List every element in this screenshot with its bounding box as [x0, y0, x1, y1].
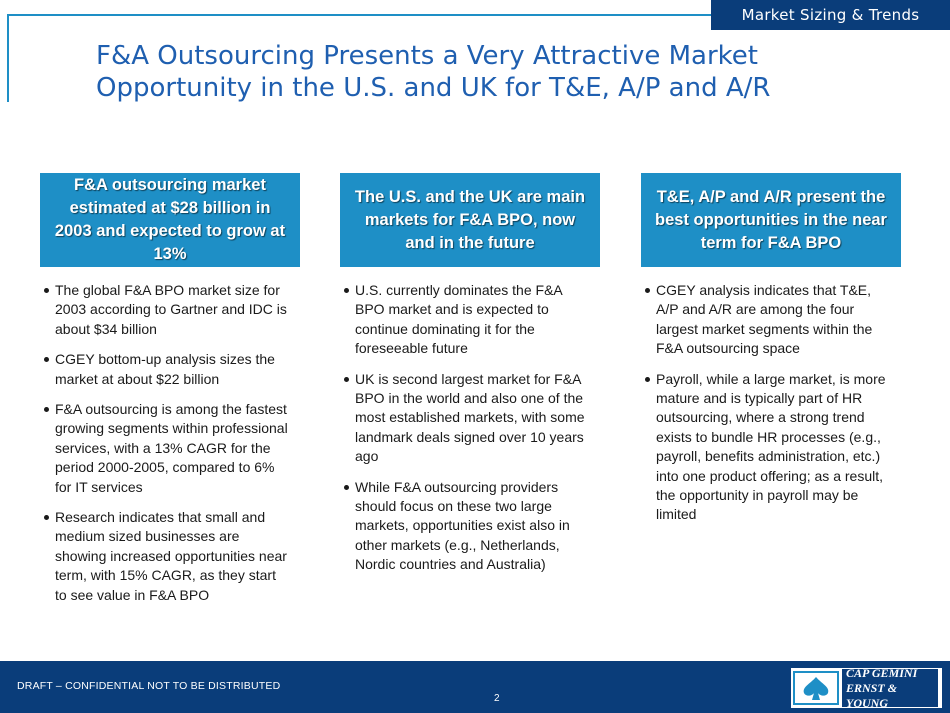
logo-line-2: ERNST & YOUNG: [846, 680, 898, 710]
bullet-list: The global F&A BPO market size for 2003 …: [40, 281, 300, 605]
bullet-dot-icon: [645, 288, 650, 293]
company-logo: CAP GEMINI ERNST & YOUNG: [791, 665, 942, 710]
bullet-text: F&A outsourcing is among the fastest gro…: [55, 401, 288, 495]
column-us-uk-markets: The U.S. and the UK are main markets for…: [340, 173, 600, 586]
logo-line-1: CAP GEMINI: [846, 665, 918, 680]
bullet-text: Payroll, while a large market, is more m…: [656, 370, 886, 523]
bullet-list: CGEY analysis indicates that T&E, A/P an…: [641, 281, 901, 525]
bullet-dot-icon: [44, 407, 49, 413]
bullet-dot-icon: [344, 376, 349, 382]
bullet-item: While F&A outsourcing providers should f…: [340, 478, 590, 575]
bullet-item: Research indicates that small and medium…: [40, 508, 290, 605]
bullet-text: While F&A outsourcing providers should f…: [355, 478, 570, 573]
bullet-dot-icon: [44, 357, 49, 363]
bullet-text: CGEY analysis indicates that T&E, A/P an…: [656, 282, 873, 357]
logo-wordmark: CAP GEMINI ERNST & YOUNG: [842, 665, 938, 710]
bullet-item: CGEY bottom-up analysis sizes the market…: [40, 350, 290, 389]
bullet-item: The global F&A BPO market size for 2003 …: [40, 281, 290, 339]
column-header: T&E, A/P and A/R present the best opport…: [641, 173, 901, 267]
confidential-notice: DRAFT – CONFIDENTIAL NOT TO BE DISTRIBUT…: [17, 680, 281, 692]
bullet-item: Payroll, while a large market, is more m…: [641, 370, 891, 525]
bullet-dot-icon: [44, 515, 49, 521]
bullet-item: U.S. currently dominates the F&A BPO mar…: [340, 281, 590, 359]
bullet-text: Research indicates that small and medium…: [55, 509, 287, 603]
column-header: F&A outsourcing market estimated at $28 …: [40, 173, 300, 267]
section-tag: Market Sizing & Trends: [711, 0, 950, 30]
bullet-text: UK is second largest market for F&A BPO …: [355, 370, 585, 465]
bullet-item: F&A outsourcing is among the fastest gro…: [40, 400, 290, 497]
column-header: The U.S. and the UK are main markets for…: [340, 173, 600, 267]
bullet-text: The global F&A BPO market size for 2003 …: [55, 282, 287, 337]
bullet-item: CGEY analysis indicates that T&E, A/P an…: [641, 281, 891, 359]
bullet-dot-icon: [344, 288, 349, 293]
bullet-list: U.S. currently dominates the F&A BPO mar…: [340, 281, 600, 575]
page-number: 2: [494, 693, 500, 704]
spade-icon: [793, 671, 839, 705]
column-opportunities: T&E, A/P and A/R present the best opport…: [641, 173, 901, 536]
column-market-size: F&A outsourcing market estimated at $28 …: [40, 173, 300, 616]
bullet-dot-icon: [645, 376, 650, 382]
bullet-item: UK is second largest market for F&A BPO …: [340, 370, 590, 467]
bullet-dot-icon: [44, 288, 49, 293]
frame-top-line: [7, 14, 711, 16]
frame-left-line: [7, 14, 9, 102]
bullet-text: U.S. currently dominates the F&A BPO mar…: [355, 282, 562, 357]
bullet-dot-icon: [344, 484, 349, 490]
slide-title: F&A Outsourcing Presents a Very Attracti…: [96, 41, 771, 103]
bullet-text: CGEY bottom-up analysis sizes the market…: [55, 351, 275, 387]
